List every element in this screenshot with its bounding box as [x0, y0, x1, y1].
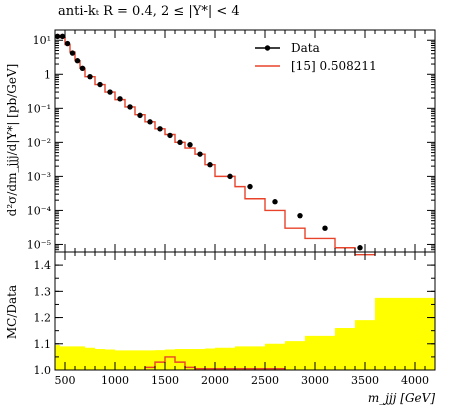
x-tick-label: 500	[55, 374, 76, 387]
data-point	[357, 245, 363, 251]
main-y-axis-label: d²σ/dm_jjj/d|Y*| [pb/GeV]	[5, 64, 19, 217]
ratio-y-tick-label: 1.3	[34, 285, 52, 298]
x-tick-label: 2500	[251, 374, 279, 387]
ratio-uncertainty-band	[55, 297, 435, 370]
data-point	[207, 162, 213, 168]
y-tick-label: 1	[44, 68, 51, 81]
data-point	[107, 89, 113, 95]
ratio-plot-panel: 500 1000 1500 2000 2500 3000 3500 4000 1.0 1.1 1.2…	[34, 251, 436, 387]
y-tick-label: 10⁻²	[27, 136, 51, 149]
data-point	[187, 142, 193, 148]
data-point	[79, 65, 86, 71]
data-point	[97, 81, 103, 88]
data-point	[322, 225, 328, 231]
data-point	[157, 126, 163, 132]
ratio-y-tick-label: 1.1	[34, 338, 52, 351]
data-point	[127, 104, 133, 110]
legend-data-marker	[264, 45, 271, 51]
data-point	[177, 139, 183, 146]
x-tick-label: 3500	[351, 374, 379, 387]
ratio-y-axis-label: MC/Data	[5, 285, 19, 339]
main-plot-panel: 10⁻⁵ 10⁻⁴ 10⁻³ 10⁻² 10⁻¹ 1 10¹ Data [15] 0.50821…	[27, 29, 436, 256]
y-tick-label: 10⁻³	[27, 170, 51, 183]
y-tick-label: 10¹	[33, 34, 51, 47]
data-point	[87, 73, 93, 80]
data-point	[227, 173, 233, 180]
data-point	[59, 33, 66, 40]
data-point	[64, 40, 71, 47]
data-point	[69, 50, 76, 56]
x-tick-label: 4000	[401, 374, 429, 387]
data-point	[272, 199, 278, 205]
data-point	[247, 183, 253, 190]
y-tick-label: 10⁻⁵	[27, 238, 51, 251]
data-point	[137, 112, 143, 119]
x-tick-label: 2000	[201, 374, 229, 387]
x-axis-label: m_jjj [GeV]	[368, 391, 435, 405]
x-tick-label: 1500	[151, 374, 179, 387]
text-overlay: anti-kₜ R = 0.4, 2 ≤ |Y*| < 4 d²σ/dm_jjj…	[5, 4, 435, 405]
data-point	[117, 96, 123, 102]
main-plot-frame	[54, 29, 436, 253]
data-point	[74, 58, 81, 64]
data-point	[297, 212, 303, 219]
ratio-y-tick-label: 1.2	[34, 312, 52, 325]
legend-label-data: Data	[291, 41, 320, 55]
legend-label-mc: [15] 0.508211	[291, 59, 377, 73]
ratio-y-tick-label: 1.4	[34, 259, 52, 272]
data-point	[197, 151, 203, 157]
x-tick-label: 3000	[301, 374, 329, 387]
ratio-y-tick-label: 1.0	[34, 364, 52, 377]
y-tick-label: 10⁻⁴	[27, 204, 52, 217]
data-point	[147, 119, 153, 125]
x-tick-label: 1000	[101, 374, 129, 387]
legend: Data [15] 0.508211	[255, 41, 377, 73]
data-point	[167, 132, 173, 139]
plot-title: anti-kₜ R = 0.4, 2 ≤ |Y*| < 4	[58, 4, 240, 19]
y-tick-label: 10⁻¹	[27, 102, 51, 115]
data-point	[54, 33, 61, 40]
